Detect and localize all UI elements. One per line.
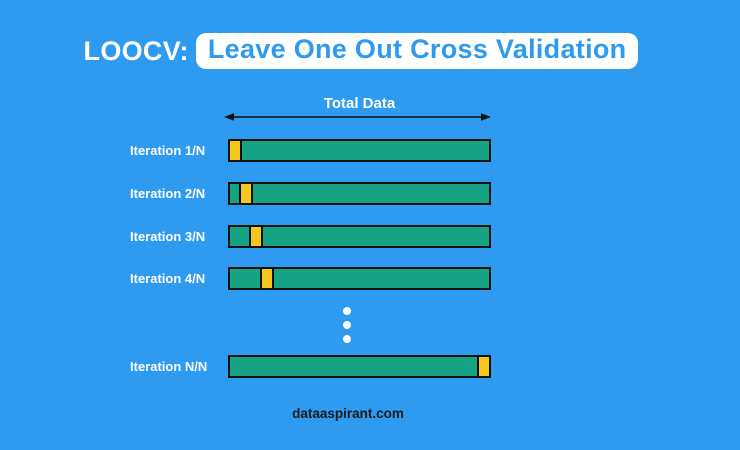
- iteration-row: Iteration 4/N: [0, 267, 740, 290]
- total-data-label: Total Data: [323, 95, 396, 112]
- iteration-label: Iteration N/N: [130, 359, 208, 374]
- ellipsis-dot: [343, 307, 351, 315]
- holdout-segment: [230, 141, 242, 160]
- ellipsis-dot: [343, 321, 351, 329]
- holdout-segment: [477, 357, 489, 376]
- iteration-label: Iteration 1/N: [130, 143, 206, 158]
- title-highlight-pill: Leave One Out Cross Validation: [195, 33, 639, 69]
- diagram-title: LOOCV: Leave One Out Cross Validation: [0, 33, 731, 69]
- total-data-bar: [228, 225, 491, 248]
- iteration-row: Iteration N/N: [0, 355, 740, 378]
- footer-watermark: dataaspirant.com: [292, 406, 404, 421]
- total-data-bar: [228, 182, 491, 205]
- iteration-label: Iteration 4/N: [130, 271, 206, 286]
- total-data-bar: [228, 355, 491, 378]
- holdout-segment: [260, 269, 274, 288]
- total-data-arrow: [224, 113, 491, 121]
- title-highlight-text: Leave One Out Cross Validation: [207, 34, 627, 64]
- iteration-row: Iteration 2/N: [0, 182, 740, 205]
- iteration-label: Iteration 2/N: [130, 186, 206, 201]
- iteration-label: Iteration 3/N: [130, 229, 206, 244]
- title-prefix: LOOCV:: [83, 35, 189, 66]
- iteration-row: Iteration 3/N: [0, 225, 740, 248]
- holdout-segment: [249, 227, 263, 246]
- total-data-bar: [228, 267, 491, 290]
- iteration-row: Iteration 1/N: [0, 139, 740, 162]
- ellipsis-dot: [343, 335, 351, 343]
- holdout-segment: [239, 184, 253, 203]
- total-data-bar: [228, 139, 491, 162]
